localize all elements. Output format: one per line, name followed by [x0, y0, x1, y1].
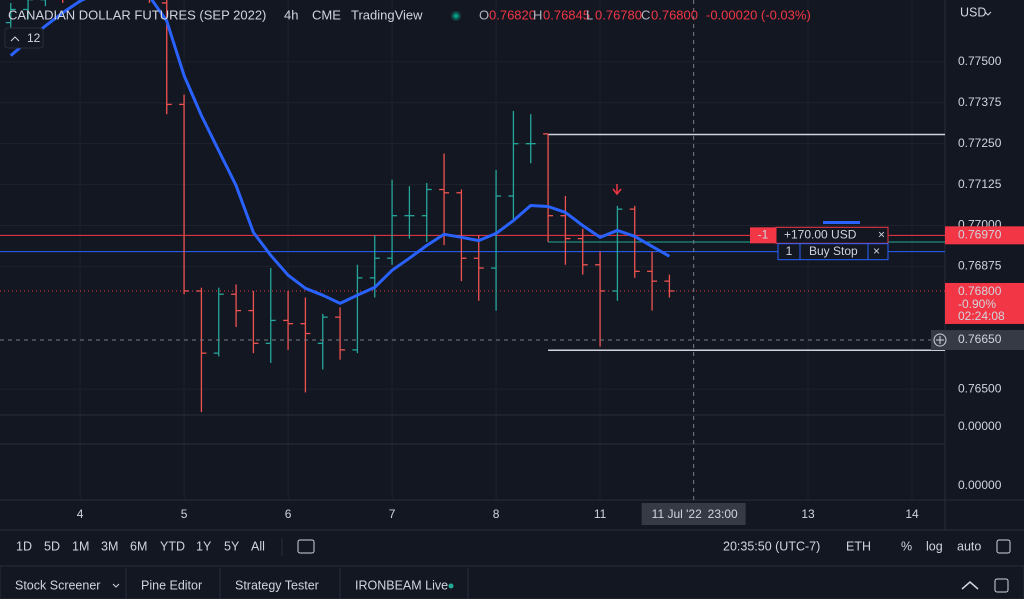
y-tick-label: 0.77125 [958, 177, 1002, 191]
maximize-icon[interactable] [994, 578, 1009, 593]
percent-toggle[interactable]: % [901, 539, 912, 553]
range-button[interactable]: 3M [101, 539, 118, 553]
position-price: 0.76970 [958, 227, 1002, 241]
position-pnl: +170.00 USD [784, 227, 857, 241]
range-button[interactable]: 1M [72, 539, 89, 553]
position-qty: -1 [758, 227, 769, 241]
log-toggle[interactable]: log [926, 539, 943, 553]
y-tick-label: 0.76875 [958, 259, 1002, 273]
x-tick-label: 11 [594, 507, 607, 521]
indicator-length: 12 [27, 31, 41, 45]
indicator-box[interactable] [4, 27, 44, 49]
range-button[interactable]: YTD [160, 539, 185, 553]
y-tick-label: 0.77500 [958, 54, 1002, 68]
signal-arrow [612, 184, 622, 196]
currency[interactable]: USD [960, 5, 986, 19]
crosshair-price: 0.76650 [958, 332, 1002, 346]
exchange: CME [312, 7, 341, 22]
order-type: Buy Stop [809, 244, 858, 258]
ohlc-value: 0.76820 [489, 7, 536, 22]
session[interactable]: ETH [846, 539, 871, 553]
crosshair-clock: 23:00 [708, 507, 738, 521]
chevron [984, 11, 992, 16]
interval[interactable]: 4h [284, 7, 298, 22]
ohlc-value: 0.76780 [595, 7, 642, 22]
x-tick-label: 6 [285, 507, 292, 521]
crosshair-date: 11 Jul '22 [652, 507, 702, 521]
plus [936, 336, 944, 345]
moving-average [9, 0, 671, 305]
tab[interactable]: IRONBEAM Live [355, 578, 448, 592]
ohlc-value: 0.76845 [543, 7, 590, 22]
status-dot [448, 583, 454, 589]
collapse-icon[interactable] [961, 581, 979, 590]
range-button[interactable]: 6M [130, 539, 147, 553]
y-tick-label: 0.00000 [958, 478, 1002, 492]
tab[interactable]: Stock Screener [15, 578, 100, 592]
close-position[interactable]: × [878, 227, 885, 241]
order-box[interactable] [777, 243, 889, 261]
cancel-order[interactable]: × [873, 244, 880, 258]
y-tick-label: 0.77375 [958, 95, 1002, 109]
last-price-bg [945, 282, 1024, 324]
crosshair-time-bg [641, 503, 746, 525]
ohlc-key: C [641, 7, 650, 22]
add-level-button[interactable] [933, 333, 947, 347]
symbol[interactable]: CANADIAN DOLLAR FUTURES (SEP 2022) [8, 7, 266, 22]
x-tick-label: 14 [905, 507, 919, 521]
y-tick-label: 0.00000 [958, 419, 1002, 433]
date-range-icon[interactable] [297, 539, 315, 554]
settings-icon[interactable] [996, 539, 1011, 554]
x-tick-label: 4 [77, 507, 84, 521]
range-button[interactable]: All [251, 539, 265, 553]
range-button[interactable]: 1D [16, 539, 32, 553]
ohlc-value: 0.76800 [651, 7, 698, 22]
crosshair-label-bg [931, 330, 1024, 351]
chevron [112, 583, 120, 588]
tab-bar [0, 565, 1024, 599]
range-button[interactable]: 5D [44, 539, 60, 553]
change: -0.00020 (-0.03%) [706, 7, 811, 22]
status-dot [453, 13, 459, 19]
position-qty-bg[interactable] [750, 227, 776, 244]
order-marker [823, 221, 860, 224]
chevron [10, 36, 20, 42]
position-label-bg [945, 226, 1024, 245]
x-tick-label: 5 [181, 507, 188, 521]
last-change: -0.90% [958, 297, 996, 311]
tab[interactable]: Strategy Tester [235, 578, 319, 592]
last-price: 0.76800 [958, 284, 1002, 298]
y-tick-label: 0.76500 [958, 381, 1002, 395]
overlay: 0.775000.773750.772500.771250.770000.768… [0, 0, 1024, 525]
clock: 20:35:50 (UTC-7) [723, 539, 820, 553]
ohlc-key: O [479, 7, 489, 22]
source: TradingView [351, 7, 423, 22]
range-button[interactable]: 1Y [196, 539, 212, 553]
range-button[interactable]: 5Y [224, 539, 240, 553]
x-tick-label: 7 [389, 507, 396, 521]
x-tick-label: 8 [493, 507, 500, 521]
order-qty: 1 [786, 244, 793, 258]
ohlc-key: H [533, 7, 542, 22]
ohlc-key: L [586, 7, 593, 22]
y-tick-label: 0.77250 [958, 136, 1002, 150]
tab[interactable]: Pine Editor [141, 578, 202, 592]
auto-toggle[interactable]: auto [957, 539, 981, 553]
x-tick-label: 13 [801, 507, 815, 521]
countdown: 02:24:08 [958, 309, 1005, 323]
